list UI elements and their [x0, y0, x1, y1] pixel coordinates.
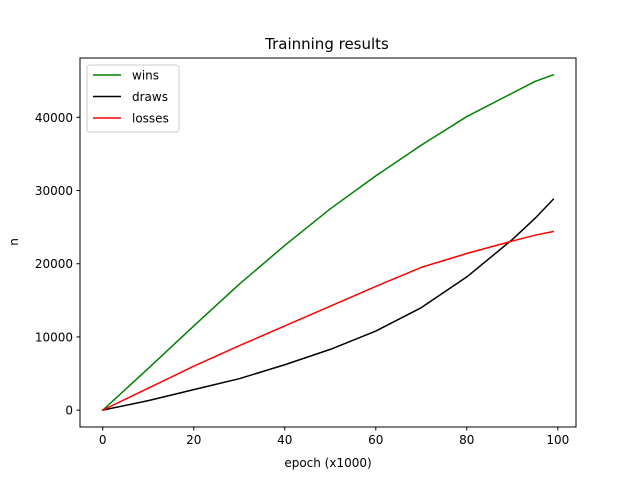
- series-line-draws: [101, 198, 555, 412]
- x-tick-label: 40: [277, 433, 292, 447]
- y-axis-label: n: [7, 238, 21, 246]
- y-tick-label: 10000: [35, 330, 73, 344]
- y-axis: 0 10000 20000 30000 40000: [35, 111, 80, 418]
- x-axis-label: epoch (x1000): [284, 456, 371, 470]
- x-tick-label: 80: [459, 433, 474, 447]
- series-line-losses: [101, 230, 555, 412]
- y-tick-label: 40000: [35, 111, 73, 125]
- x-tick-label: 60: [368, 433, 383, 447]
- plot-frame: [79, 57, 577, 428]
- x-tick-label: 0: [99, 433, 107, 447]
- y-tick-label: 30000: [35, 184, 73, 198]
- chart-title: Trainning results: [264, 35, 389, 53]
- series-line-wins: [101, 73, 555, 412]
- x-tick-label: 100: [546, 433, 569, 447]
- legend-box: [86, 64, 180, 133]
- y-tick-label: 20000: [35, 257, 73, 271]
- series-layer: [101, 73, 555, 412]
- legend-label-wins: wins: [132, 69, 159, 83]
- legend-label-losses: losses: [132, 112, 169, 126]
- legend-label-draws: draws: [132, 90, 168, 104]
- y-tick-label: 0: [65, 404, 73, 418]
- legend: wins draws losses: [86, 64, 180, 133]
- x-axis: 0 20 40 60 80 100: [99, 427, 569, 447]
- x-tick-label: 20: [186, 433, 201, 447]
